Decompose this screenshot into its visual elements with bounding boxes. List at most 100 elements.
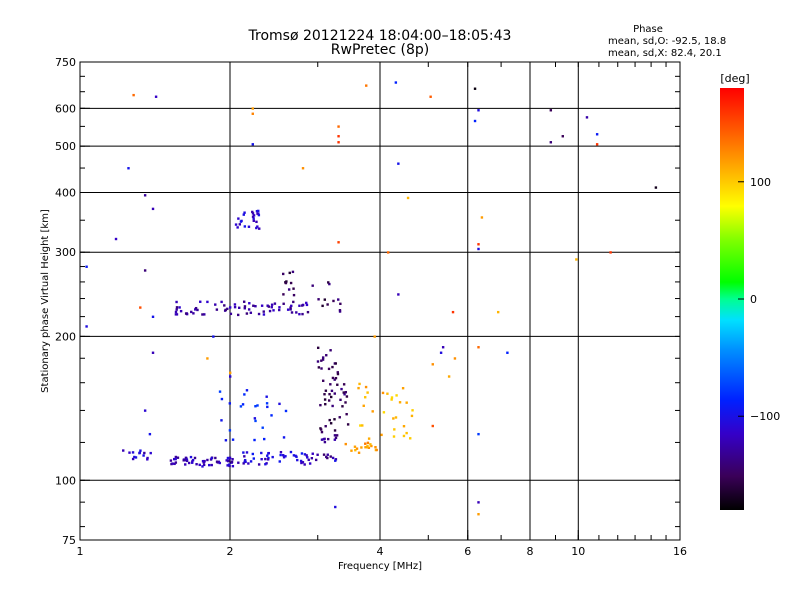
plot-area: 1 2 4 6 8 10 16 75 100 200 300 400 500 600 750	[55, 56, 687, 558]
data-point	[477, 247, 480, 251]
data-point	[373, 335, 376, 338]
data-point	[282, 454, 285, 457]
data-point	[230, 460, 234, 464]
data-point	[329, 349, 332, 352]
data-point	[298, 312, 301, 316]
data-point	[395, 394, 398, 397]
data-point	[287, 288, 291, 291]
data-point	[429, 95, 432, 98]
data-point	[193, 456, 197, 460]
data-point	[337, 298, 340, 301]
data-point	[333, 434, 337, 437]
data-point	[323, 398, 327, 401]
data-point	[184, 312, 188, 315]
data-point	[271, 455, 274, 459]
data-point	[262, 310, 265, 313]
data-point	[175, 306, 179, 309]
data-point	[238, 306, 241, 309]
data-point	[390, 398, 393, 401]
data-point	[339, 302, 342, 306]
data-point	[254, 405, 257, 408]
data-point	[131, 451, 135, 454]
data-point	[133, 455, 136, 459]
data-point	[229, 375, 232, 378]
data-point	[477, 501, 480, 504]
data-point	[327, 281, 330, 284]
data-point	[154, 95, 158, 98]
data-point	[268, 309, 272, 313]
phase-box-o: mean, sd,O: -92.5, 18.8	[608, 36, 726, 47]
data-point	[210, 456, 213, 460]
data-point	[300, 461, 303, 465]
data-point	[282, 436, 286, 439]
data-point	[322, 453, 326, 456]
y-tick-label: 300	[55, 246, 76, 259]
data-point	[370, 444, 373, 448]
data-point	[254, 305, 257, 308]
data-point	[292, 454, 296, 457]
data-point	[190, 310, 193, 314]
data-point	[329, 455, 332, 458]
data-point	[371, 410, 374, 413]
data-point	[212, 335, 215, 338]
data-point	[201, 313, 204, 316]
data-point	[308, 462, 312, 465]
data-point	[366, 391, 369, 394]
data-point	[366, 441, 370, 445]
data-point	[549, 109, 553, 112]
data-point	[390, 396, 394, 399]
data-point	[320, 367, 323, 370]
data-point	[185, 456, 188, 460]
phase-box-x: mean, sd,X: 82.4, 20.1	[608, 48, 722, 59]
colorbar-tick-label: −100	[750, 410, 780, 423]
data-point	[317, 298, 320, 301]
data-point	[345, 395, 349, 398]
data-point	[146, 458, 149, 461]
data-point	[397, 293, 400, 296]
y-tick-label: 100	[55, 474, 76, 487]
data-point	[256, 404, 259, 407]
data-point	[575, 258, 578, 261]
data-point	[301, 303, 305, 307]
data-point	[292, 293, 296, 297]
data-point	[328, 392, 331, 396]
data-point	[206, 357, 209, 360]
data-point	[480, 216, 484, 219]
data-point	[549, 141, 553, 144]
x-tick-label: 6	[464, 545, 471, 558]
data-point	[595, 133, 599, 136]
data-point	[171, 462, 174, 465]
data-point	[357, 386, 360, 390]
data-point	[375, 448, 378, 452]
data-point	[328, 282, 331, 286]
data-point	[251, 107, 254, 110]
data-point	[242, 300, 246, 303]
data-point	[327, 437, 330, 441]
data-point	[245, 312, 249, 315]
x-axis-label: Frequency [MHz]	[338, 561, 422, 572]
data-point	[394, 416, 398, 419]
data-point	[311, 284, 314, 287]
data-point	[264, 457, 267, 461]
data-point	[241, 403, 245, 406]
data-point	[191, 458, 195, 462]
data-point	[342, 383, 346, 386]
data-point	[496, 310, 500, 314]
data-point	[238, 223, 242, 226]
data-point	[266, 454, 269, 457]
data-point	[295, 311, 298, 314]
data-point	[320, 430, 324, 434]
data-point	[242, 451, 245, 454]
colorbar-label: [deg]	[720, 72, 749, 85]
data-point	[214, 303, 217, 306]
data-point	[134, 456, 138, 459]
data-point	[278, 306, 281, 309]
data-point	[138, 451, 142, 454]
data-point	[270, 414, 273, 417]
x-tick-label: 4	[377, 545, 384, 558]
data-point	[265, 462, 268, 465]
data-point	[252, 219, 255, 222]
chart-title: Tromsø 20121224 18:04:00–18:05:43	[248, 28, 512, 44]
data-point	[319, 403, 322, 407]
data-point	[199, 300, 202, 303]
